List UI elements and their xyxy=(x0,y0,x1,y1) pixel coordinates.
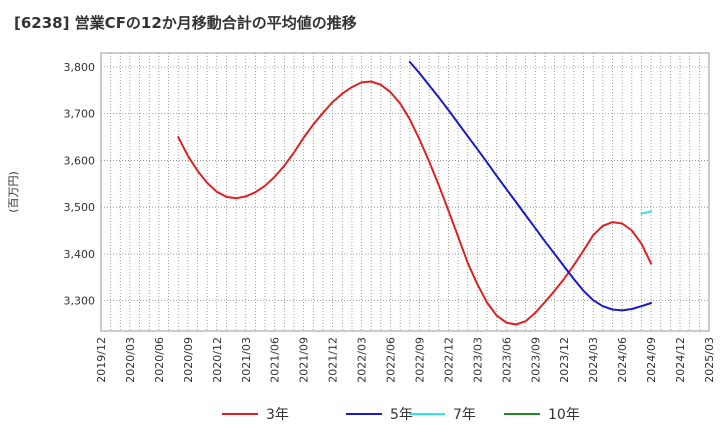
x-tick-label: 2023/03 xyxy=(471,337,484,383)
y-tick-label: 3,400 xyxy=(64,248,96,261)
y-tick-label: 3,600 xyxy=(64,154,96,167)
x-tick-label: 2023/12 xyxy=(558,337,571,383)
x-tick-label: 2021/06 xyxy=(269,337,282,383)
x-tick-label: 2023/09 xyxy=(529,337,542,383)
x-tick-label: 2020/12 xyxy=(211,337,224,383)
y-axis-label: (百万円) xyxy=(7,171,20,213)
legend-label: 5年 xyxy=(390,407,413,423)
y-tick-label: 3,700 xyxy=(64,108,96,121)
x-tick-label: 2022/12 xyxy=(442,337,455,383)
x-tick-label: 2021/12 xyxy=(327,337,340,383)
x-tick-label: 2023/06 xyxy=(500,337,513,383)
legend-label: 7年 xyxy=(453,407,476,423)
x-tick-label: 2022/09 xyxy=(413,337,426,383)
x-tick-label: 2020/09 xyxy=(182,337,195,383)
chart-title: [6238] 営業CFの12か月移動合計の平均値の推移 xyxy=(14,14,357,32)
x-tick-label: 2024/03 xyxy=(587,337,600,383)
x-tick-label: 2021/03 xyxy=(240,337,253,383)
x-axis-ticks: 2019/12 2020/03 2020/06 2020/09 2020/12 2021/… xyxy=(95,337,716,383)
y-tick-label: 3,300 xyxy=(64,295,96,308)
y-tick-label: 3,800 xyxy=(64,61,96,74)
x-tick-label: 2020/03 xyxy=(124,337,137,383)
x-tick-label: 2022/03 xyxy=(356,337,369,383)
legend-label: 10年 xyxy=(548,407,580,423)
y-tick-label: 3,500 xyxy=(64,201,96,214)
series-line xyxy=(177,80,653,326)
series-line xyxy=(408,60,653,312)
x-tick-label: 2019/12 xyxy=(95,337,108,383)
series-line xyxy=(640,210,653,215)
x-tick-label: 2024/12 xyxy=(674,337,687,383)
x-tick-label: 2024/09 xyxy=(645,337,658,383)
x-tick-label: 2022/06 xyxy=(385,337,398,383)
x-tick-label: 2025/03 xyxy=(703,337,716,383)
x-tick-label: 2021/09 xyxy=(298,337,311,383)
y-axis-ticks: 3,300 3,400 3,500 3,600 3,700 3,800 xyxy=(64,61,96,308)
legend-label: 3年 xyxy=(266,407,289,423)
chart-grid xyxy=(100,53,710,331)
plot-frame xyxy=(100,52,710,332)
x-tick-label: 2020/06 xyxy=(153,337,166,383)
legend: 3年 5年 7年 10年 xyxy=(222,407,580,423)
x-tick-label: 2024/06 xyxy=(616,337,629,383)
series-lines xyxy=(177,60,653,326)
